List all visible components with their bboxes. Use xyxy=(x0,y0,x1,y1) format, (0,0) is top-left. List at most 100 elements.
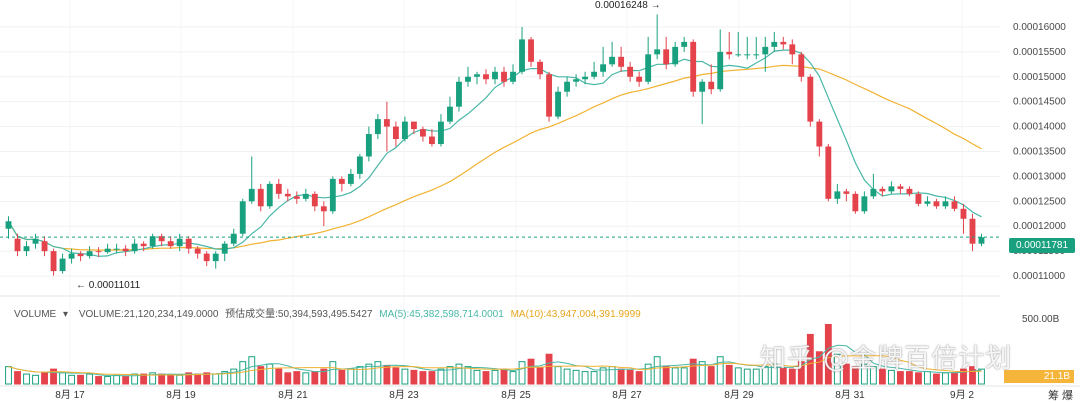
candle[interactable] xyxy=(951,196,958,212)
candle[interactable] xyxy=(555,86,561,120)
candle[interactable] xyxy=(762,36,769,72)
candle[interactable] xyxy=(807,74,814,127)
candle[interactable] xyxy=(374,114,381,140)
candle[interactable] xyxy=(320,201,327,227)
candle[interactable] xyxy=(410,121,417,135)
candle[interactable] xyxy=(771,31,778,52)
candle[interactable] xyxy=(77,251,84,262)
candle[interactable] xyxy=(257,183,264,212)
candle[interactable] xyxy=(501,66,507,87)
candle[interactable] xyxy=(474,71,480,85)
candle[interactable] xyxy=(86,246,93,259)
candle[interactable] xyxy=(447,96,453,125)
candle[interactable] xyxy=(726,31,733,60)
candle[interactable] xyxy=(735,31,742,57)
candle[interactable] xyxy=(104,243,111,254)
candle[interactable] xyxy=(383,101,390,152)
candle[interactable] xyxy=(492,66,498,85)
candle[interactable] xyxy=(392,121,399,147)
candle[interactable] xyxy=(870,173,877,199)
candle[interactable] xyxy=(861,191,868,214)
candle[interactable] xyxy=(699,79,706,125)
candle[interactable] xyxy=(14,233,21,257)
candle[interactable] xyxy=(338,176,345,192)
candle[interactable] xyxy=(438,114,444,147)
candle[interactable] xyxy=(708,64,715,95)
candle[interactable] xyxy=(852,191,859,214)
candle[interactable] xyxy=(510,64,516,85)
candle[interactable] xyxy=(68,248,75,264)
candle[interactable] xyxy=(185,236,192,254)
candle[interactable] xyxy=(266,181,273,209)
candle[interactable] xyxy=(239,198,246,237)
candle[interactable] xyxy=(95,247,102,258)
candle[interactable] xyxy=(843,188,850,202)
candle[interactable] xyxy=(429,129,435,147)
candle[interactable] xyxy=(600,46,607,77)
candle[interactable] xyxy=(888,181,895,194)
candle[interactable] xyxy=(221,241,228,262)
candle[interactable] xyxy=(681,36,688,52)
candle[interactable] xyxy=(194,246,201,259)
candle[interactable] xyxy=(789,39,796,65)
candle[interactable] xyxy=(230,228,237,247)
candle[interactable] xyxy=(519,26,525,75)
candle[interactable] xyxy=(897,183,904,194)
candle[interactable] xyxy=(275,178,282,199)
candle[interactable] xyxy=(564,76,571,97)
candle[interactable] xyxy=(23,241,30,257)
candle[interactable] xyxy=(942,196,949,209)
candle[interactable] xyxy=(690,39,697,97)
candle[interactable] xyxy=(401,116,408,142)
candle[interactable] xyxy=(113,243,120,254)
candle[interactable] xyxy=(311,191,318,212)
candle[interactable] xyxy=(717,29,724,92)
candle[interactable] xyxy=(753,36,760,60)
candle[interactable] xyxy=(780,36,787,50)
candle[interactable] xyxy=(834,183,841,204)
candle[interactable] xyxy=(582,71,589,85)
candle[interactable] xyxy=(546,71,552,122)
candle[interactable] xyxy=(456,76,462,112)
candle[interactable] xyxy=(212,251,219,269)
candle[interactable] xyxy=(122,245,129,257)
candle[interactable] xyxy=(672,41,679,67)
candle[interactable] xyxy=(744,36,751,60)
candle[interactable] xyxy=(356,153,363,179)
candle[interactable] xyxy=(528,36,534,67)
candle[interactable] xyxy=(960,203,967,234)
candle[interactable] xyxy=(933,198,940,209)
candle[interactable] xyxy=(636,71,643,87)
candle[interactable] xyxy=(591,61,598,80)
candle[interactable] xyxy=(5,216,12,239)
candle[interactable] xyxy=(663,36,670,70)
candle[interactable] xyxy=(293,191,300,204)
candle[interactable] xyxy=(645,36,652,85)
candle[interactable] xyxy=(825,144,832,202)
candle[interactable] xyxy=(32,233,39,249)
volume-selector[interactable]: VOLUME ▾ xyxy=(14,309,72,320)
candle[interactable] xyxy=(167,236,174,249)
candle[interactable] xyxy=(50,248,57,276)
candle[interactable] xyxy=(915,191,922,207)
candle[interactable] xyxy=(465,66,471,87)
candle[interactable] xyxy=(347,168,354,187)
candle[interactable] xyxy=(618,46,625,72)
candle[interactable] xyxy=(203,251,210,267)
candle[interactable] xyxy=(284,188,291,202)
candle[interactable] xyxy=(969,213,976,252)
candle[interactable] xyxy=(131,238,138,254)
candle[interactable] xyxy=(924,196,931,207)
candle[interactable] xyxy=(365,126,372,162)
candle[interactable] xyxy=(654,14,661,60)
candle[interactable] xyxy=(906,186,913,197)
candle[interactable] xyxy=(627,61,634,82)
candle[interactable] xyxy=(609,41,616,67)
candle[interactable] xyxy=(798,51,805,82)
candle[interactable] xyxy=(176,233,183,252)
candle[interactable] xyxy=(816,119,823,157)
candle[interactable] xyxy=(158,233,165,247)
candle[interactable] xyxy=(149,233,156,249)
candle[interactable] xyxy=(302,188,309,202)
